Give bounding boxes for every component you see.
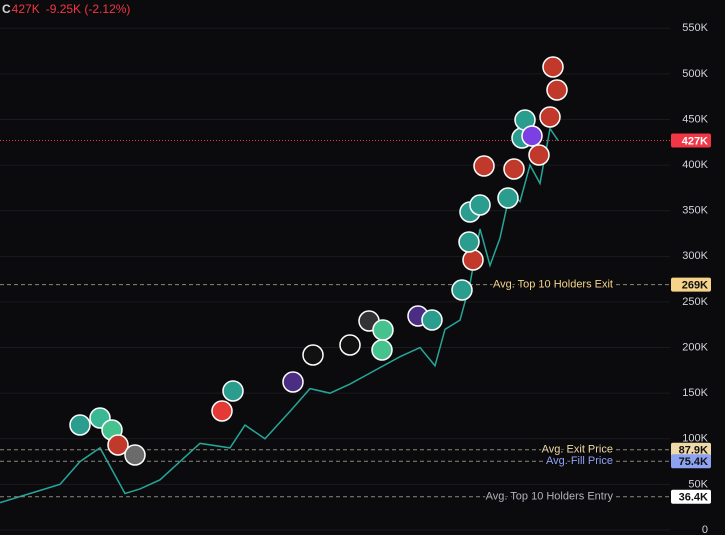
price-label-box: [671, 133, 711, 148]
avatar: [473, 155, 495, 177]
price-label-box: [671, 454, 711, 469]
avatar: [222, 380, 244, 402]
avatar: [542, 56, 564, 78]
y-tick-label: 50K: [688, 478, 708, 490]
avatar: [521, 125, 543, 147]
price-label: 36.4K: [679, 492, 708, 504]
reference-label: Avg. Top 10 Holders Exit: [493, 279, 613, 291]
avatar: [211, 400, 233, 422]
avatar: [421, 309, 443, 331]
avatar: [451, 279, 473, 301]
price-label-box: [671, 489, 711, 504]
avatar: [124, 444, 146, 466]
y-tick-label: 0: [702, 524, 708, 535]
reference-label: Avg. Top 10 Holders Entry: [486, 491, 614, 503]
price-label-box: [671, 442, 711, 457]
y-tick-label: 550K: [682, 22, 708, 34]
y-tick-label: 500K: [682, 68, 708, 80]
avatar: [539, 106, 561, 128]
y-tick-label: 250K: [682, 296, 708, 308]
avatar: [282, 371, 304, 393]
y-tick-label: 450K: [682, 113, 708, 125]
avatar: [372, 319, 394, 341]
y-tick-label: 350K: [682, 205, 708, 217]
price-line: [0, 126, 559, 504]
symbol: C: [2, 2, 11, 16]
price-label: 269K: [682, 280, 708, 292]
price-label: 75.4K: [679, 456, 708, 468]
price-label-box: [671, 277, 711, 292]
avatar: [462, 249, 484, 271]
avatar: [69, 414, 91, 436]
y-tick-label: 300K: [682, 250, 708, 262]
price: 427K: [12, 2, 40, 16]
reference-label: Avg. Exit Price: [542, 444, 613, 456]
avatar: [339, 334, 361, 356]
avatar: [469, 194, 491, 216]
avatar: [371, 339, 393, 361]
avatars: [69, 56, 568, 466]
reference-label: Avg. Fill Price: [546, 455, 613, 467]
avatar: [107, 434, 129, 456]
avatar: [458, 231, 480, 253]
avatar: [528, 144, 550, 166]
y-tick-label: 100K: [682, 433, 708, 445]
avatar: [503, 158, 525, 180]
price-label: 427K: [682, 135, 708, 147]
price-label: 87.9K: [679, 445, 708, 457]
y-tick-label: 400K: [682, 159, 708, 171]
avatar: [497, 187, 519, 209]
avatar: [302, 344, 324, 366]
y-tick-label: 200K: [682, 341, 708, 353]
change: -9.25K (-2.12%): [46, 2, 131, 16]
y-tick-label: 150K: [682, 387, 708, 399]
avatar: [546, 79, 568, 101]
